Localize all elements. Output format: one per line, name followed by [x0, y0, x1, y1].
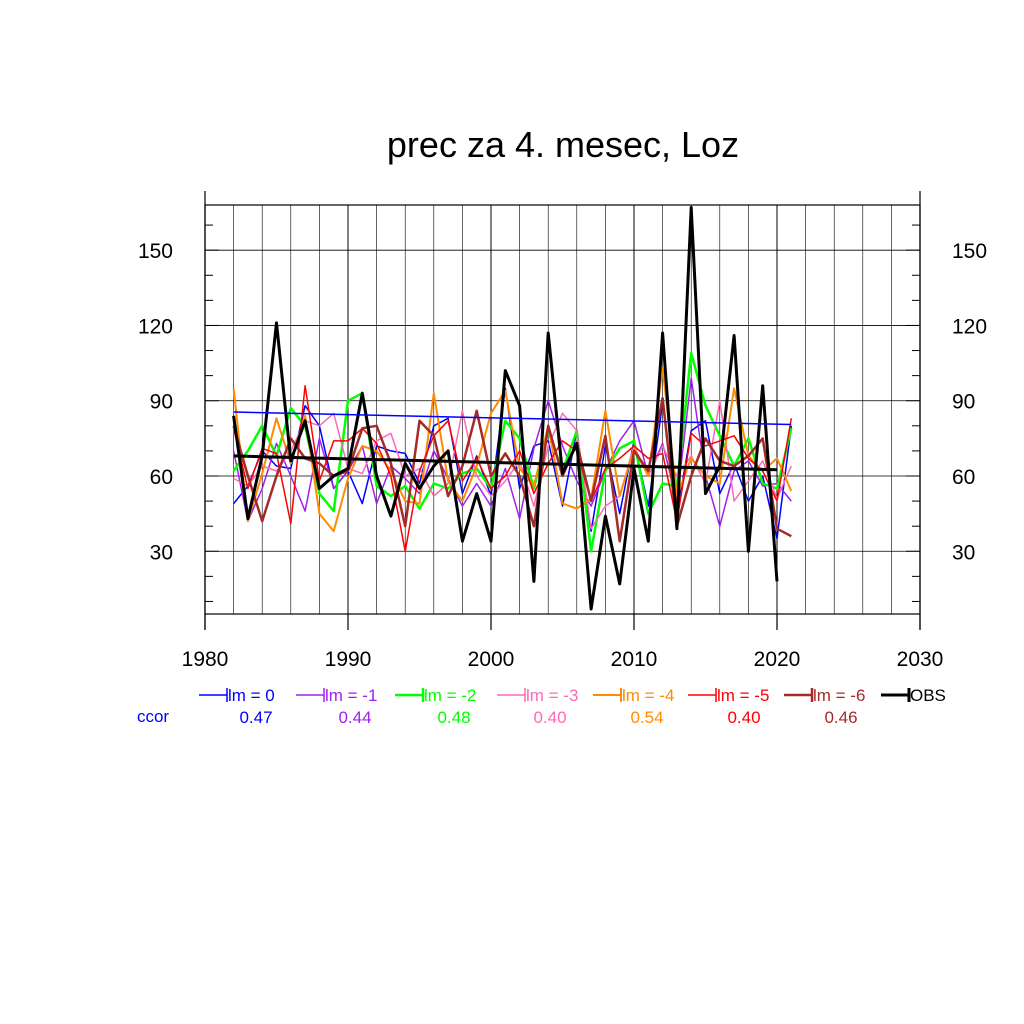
xtick-label: 2020: [754, 648, 801, 671]
series-line-7: [232, 206, 779, 611]
legend-label-4: lm = -4: [622, 686, 674, 705]
legend-label-0: lm = 0: [228, 686, 275, 705]
series-line-3: [233, 399, 792, 530]
plot-frame: [204, 191, 921, 630]
grid: [204, 205, 921, 614]
trend-line-1: [233, 454, 778, 472]
legend-label-7: OBS: [910, 686, 946, 705]
ytick-label-right: 150: [952, 240, 987, 263]
series-line-1: [232, 377, 792, 527]
ytick-label-right: 30: [952, 541, 975, 564]
ytick-label-right: 60: [952, 466, 975, 489]
ytick-label-left: 90: [150, 391, 173, 414]
ccor-value-1: 0.44: [338, 708, 371, 727]
xtick-label: 2000: [468, 648, 515, 671]
ytick-label-right: 90: [952, 391, 975, 414]
ccor-value-2: 0.48: [437, 708, 470, 727]
plot-border: [204, 204, 921, 615]
xtick-label: 1980: [182, 648, 229, 671]
axes: 1980 1990 2000 2010 2020 2030 30 30 60 60 90 90 120 1…: [138, 224, 987, 671]
xtick-label: 2010: [611, 648, 658, 671]
ytick-label-left: 150: [138, 240, 173, 263]
ccor-value-5: 0.40: [727, 708, 760, 727]
ccor-value-3: 0.40: [533, 708, 566, 727]
ccor-label: ccor: [137, 707, 169, 726]
legend-label-3: lm = -3: [526, 686, 578, 705]
ccor-value-0: 0.47: [239, 708, 272, 727]
series-line-6: [232, 396, 792, 543]
ytick-label-left: 120: [138, 315, 173, 338]
xtick-label: 1990: [325, 648, 372, 671]
legend-label-5: lm = -5: [717, 686, 769, 705]
ytick-label-left: 30: [150, 541, 173, 564]
xtick-label: 2030: [897, 648, 944, 671]
legend-label-6: lm = -6: [813, 686, 865, 705]
series-layer: [232, 206, 793, 611]
ytick-label-right: 120: [952, 315, 987, 338]
trend-line-0: [233, 411, 792, 426]
legend-label-2: lm = -2: [424, 686, 476, 705]
ccor-value-4: 0.54: [630, 708, 663, 727]
legend-label-1: lm = -1: [325, 686, 377, 705]
ccor-value-6: 0.46: [824, 708, 857, 727]
ytick-label-left: 60: [150, 466, 173, 489]
legend: lm = 0 0.47 lm = -1 0.44 lm = -2 0.48 lm = -3 0…: [137, 686, 946, 727]
chart-title: prec za 4. mesec, Loz: [387, 124, 739, 165]
